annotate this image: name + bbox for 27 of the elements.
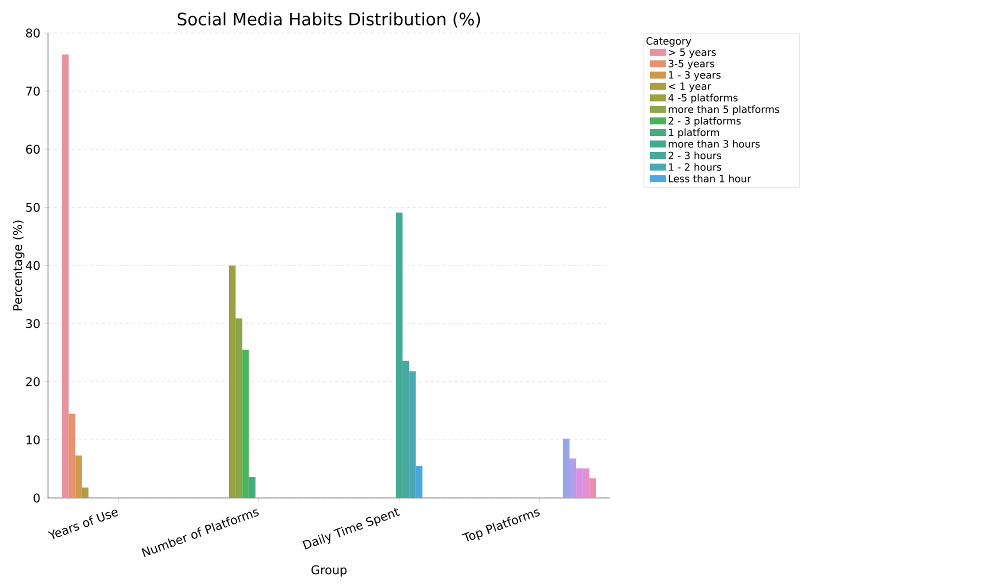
legend-label: 3-5 years [668,60,714,70]
y-tick-label: 80 [26,28,40,38]
y-tick-label: 40 [26,260,40,270]
y-tick-label: 50 [26,202,40,212]
x-axis-title: Group [311,565,347,577]
y-tick-label: 10 [26,435,40,444]
legend-label: 2 - 3 platforms [668,116,741,127]
legend-label: 4 -5 platforms [668,94,738,104]
legend-label: 2 - 3 hours [668,152,722,160]
y-tick-label: 30 [26,319,40,328]
legend-label: Less than 1 hour [668,174,752,182]
legend-label: 1 - 2 hours [669,163,722,171]
legend-label: more than 5 platforms [668,105,780,115]
legend-title: Category [646,37,692,47]
legend-label: 1 - 3 years [669,71,721,81]
y-tick-label: 70 [26,86,40,96]
x-tick-label: Years of Use [48,510,118,539]
legend-label: more than 3 hours [668,140,760,148]
y-tick-label: 20 [26,377,40,386]
x-tick-label: Daily Time Spent [302,508,400,550]
legend-label: < 1 year [668,82,712,92]
legend-label: > 5 years [668,48,716,58]
legend-label: 1 platform [669,128,719,138]
y-tick-label: 0 [34,493,40,503]
y-axis-title: Percentage (%) [12,220,24,310]
chart-title: Social Media Habits Distribution (%) [178,12,480,28]
y-tick-label: 60 [26,144,40,154]
